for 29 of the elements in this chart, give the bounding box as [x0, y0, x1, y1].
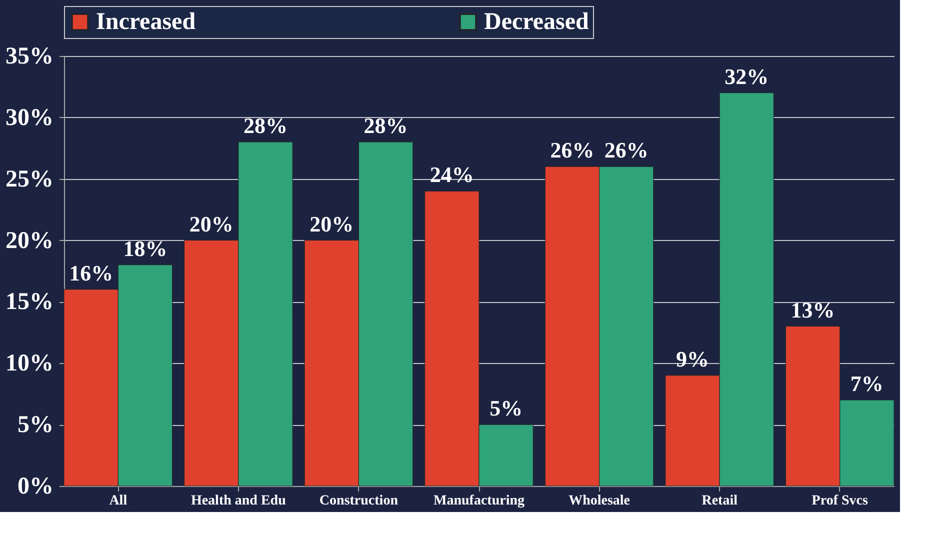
x-tick-label: Prof Svcs [812, 494, 868, 508]
data-label: 18% [123, 236, 168, 261]
x-tick-label: All [109, 494, 128, 508]
x-tick-label: Retail [702, 494, 738, 508]
x-tick-label: Wholesale [568, 494, 630, 508]
y-tick-label: 20% [6, 228, 54, 254]
y-tick-label: 5% [18, 412, 54, 438]
y-tick-label: 30% [6, 104, 54, 131]
data-label: 28% [243, 113, 288, 138]
x-tick-label: Construction [319, 494, 398, 508]
data-label: 26% [604, 138, 648, 163]
y-tick-label: 15% [6, 289, 54, 316]
data-label: 28% [364, 113, 408, 138]
data-label: 7% [850, 371, 884, 396]
data-label: 20% [189, 211, 234, 236]
data-label: 16% [69, 260, 114, 286]
data-label: 5% [490, 396, 523, 421]
y-tick-label: 10% [6, 350, 54, 377]
data-label: 32% [724, 64, 769, 89]
y-tick-label: 25% [6, 166, 54, 192]
legend-label: Increased [96, 9, 196, 35]
data-label: 13% [790, 297, 835, 322]
legend-label: Decreased [484, 9, 590, 35]
x-tick-label: Health and Edu [190, 494, 286, 508]
y-tick-label: 0% [18, 474, 54, 500]
y-tick-label: 35% [6, 44, 54, 70]
data-label: 26% [550, 138, 594, 163]
data-label: 20% [310, 211, 354, 236]
x-tick-label: Manufacturing [434, 494, 524, 508]
